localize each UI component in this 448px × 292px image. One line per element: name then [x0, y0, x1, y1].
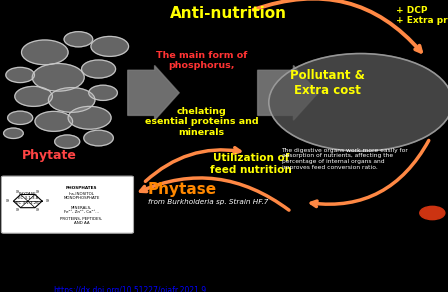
FancyArrow shape	[258, 65, 318, 120]
Text: Hafsan, Hajah Thaha A, Natsir A and Ahmad A (2021).: Hafsan, Hajah Thaha A, Natsir A and Ahma…	[4, 244, 214, 253]
Circle shape	[269, 53, 448, 151]
Circle shape	[15, 86, 52, 106]
Circle shape	[6, 67, 34, 83]
Text: + DCP
+ Extra protein: + DCP + Extra protein	[396, 6, 448, 25]
Text: Anti-nutrition: Anti-nutrition	[170, 6, 287, 21]
Text: Phytate: Phytate	[22, 150, 77, 162]
Circle shape	[420, 206, 445, 220]
Text: Phytase: Phytase	[148, 182, 217, 197]
Circle shape	[82, 60, 116, 78]
Text: https://dx.doi.org/10.51227/ojafr.2021.9: https://dx.doi.org/10.51227/ojafr.2021.9	[53, 286, 206, 292]
Text: sp. Strain HF.7.: sp. Strain HF.7.	[325, 264, 393, 273]
Text: OH: OH	[36, 208, 40, 212]
Text: The digestive organs work more easily for
absorption of nutrients, affecting the: The digestive organs work more easily fo…	[281, 147, 409, 170]
Circle shape	[64, 32, 93, 47]
Text: Burkholderia: Burkholderia	[274, 264, 329, 273]
Text: broiler chickens with phytase supplementation from: broiler chickens with phytase supplement…	[4, 264, 234, 273]
Text: OH: OH	[46, 199, 50, 203]
Circle shape	[55, 135, 80, 148]
Circle shape	[35, 111, 73, 131]
Text: OH: OH	[16, 208, 20, 212]
Circle shape	[89, 85, 117, 100]
Circle shape	[91, 36, 129, 56]
Text: PROTEINS, PEPTIDES,
AND AA: PROTEINS, PEPTIDES, AND AA	[60, 217, 103, 225]
Circle shape	[68, 106, 111, 129]
Circle shape	[48, 88, 95, 112]
FancyArrow shape	[128, 65, 179, 120]
Text: OH: OH	[36, 190, 40, 194]
Text: Utilization of
feed nutrition: Utilization of feed nutrition	[210, 153, 292, 175]
Circle shape	[84, 130, 113, 146]
Text: Pollutant &
Extra cost: Pollutant & Extra cost	[289, 69, 365, 97]
Text: Online J. Anim. Feed Res.,: Online J. Anim. Feed Res.,	[375, 264, 448, 273]
Text: chelating
esential proteins and
minerals: chelating esential proteins and minerals	[145, 107, 258, 137]
Text: OH: OH	[5, 199, 10, 203]
Text: 11(2): 52-56. DOI:: 11(2): 52-56. DOI:	[4, 286, 75, 292]
Text: from Burkholderia sp. Strain HF.7: from Burkholderia sp. Strain HF.7	[148, 199, 268, 205]
Text: PHOSPHATES: PHOSPHATES	[66, 186, 97, 190]
Circle shape	[32, 64, 84, 91]
Text: Performance, carcass and internal organs characterizes of: Performance, carcass and internal organs…	[172, 244, 427, 253]
Text: PHYTASE,
EC 3.1.3.8
EC 3.1.3.26: PHYTASE, EC 3.1.3.8 EC 3.1.3.26	[17, 192, 39, 205]
Circle shape	[4, 128, 23, 138]
Text: OH: OH	[16, 190, 20, 194]
Circle shape	[8, 111, 33, 124]
Text: Ins-INOSITOL
MONOPHOSPHATE: Ins-INOSITOL MONOPHOSPHATE	[63, 192, 100, 200]
FancyBboxPatch shape	[1, 176, 134, 233]
Text: The main form of
phosphorus,: The main form of phosphorus,	[156, 51, 247, 70]
Circle shape	[22, 40, 68, 65]
Text: MINERALS,
Fe²⁺, Zn²⁺, Ca²⁺...: MINERALS, Fe²⁺, Zn²⁺, Ca²⁺...	[64, 206, 99, 214]
